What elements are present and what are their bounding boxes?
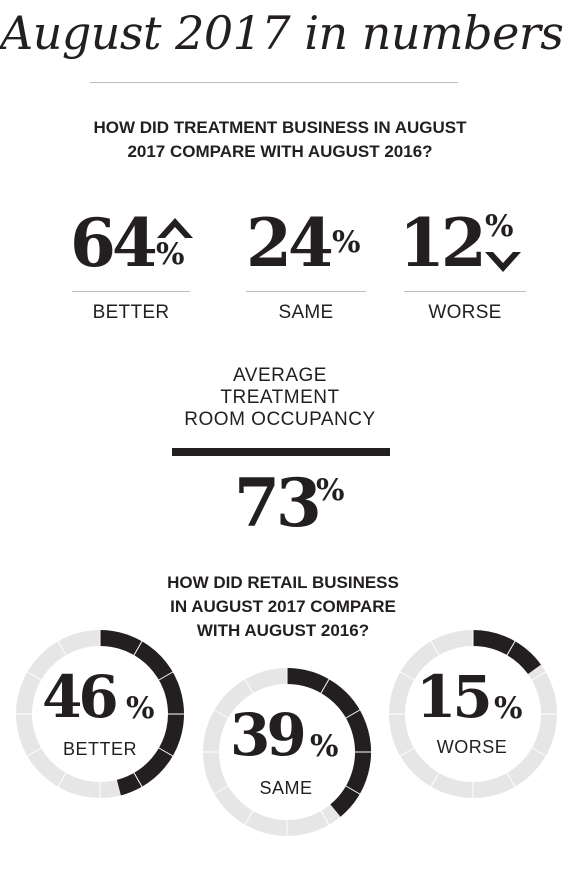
- retail-same-label: SAME: [259, 778, 313, 798]
- retail-better-ring-tick: [157, 671, 174, 681]
- treatment-better-underline: [72, 291, 190, 292]
- retail-question-line-1: HOW DID RETAIL BUSINESS: [167, 573, 399, 592]
- treatment-question-line-1: HOW DID TREATMENT BUSINESS IN AUGUST: [93, 118, 467, 137]
- occupancy-percent: %: [316, 473, 345, 508]
- treatment-worse-underline: [404, 291, 526, 292]
- arrow-up-icon: [157, 218, 193, 238]
- treatment-same-percent: %: [332, 225, 361, 260]
- treatment-better-value: 64: [70, 204, 158, 282]
- retail-worse-ring-tick: [430, 771, 440, 788]
- treatment-same-value: 24: [246, 204, 334, 282]
- retail-same-ring-tick: [344, 709, 361, 719]
- retail-worse-ring-tick: [506, 640, 516, 657]
- retail-better-value: 46: [42, 663, 119, 731]
- retail-same-ring-tick: [344, 785, 361, 795]
- page-title: August 2017 in numbers: [0, 6, 564, 60]
- retail-worse-value: 15: [416, 663, 493, 731]
- retail-better-ring-tick: [57, 640, 67, 657]
- treatment-better-label: BETTER: [92, 302, 170, 323]
- occupancy-bar: [172, 448, 390, 456]
- retail-question: HOW DID RETAIL BUSINESS IN AUGUST 2017 C…: [0, 571, 566, 643]
- occupancy-value: 73: [234, 464, 322, 542]
- treatment-question-line-2: 2017 COMPARE WITH AUGUST 2016?: [127, 142, 433, 161]
- retail-same-ring-tick: [320, 678, 330, 695]
- retail-worse-label: WORSE: [436, 737, 508, 757]
- arrow-down-icon: [485, 252, 521, 272]
- treatment-worse-value: 12: [399, 204, 487, 282]
- title-divider: [90, 82, 458, 83]
- retail-worse-ring-tick: [399, 671, 416, 681]
- treatment-same-underline: [246, 291, 366, 292]
- occupancy-title-line-3: ROOM OCCUPANCY: [184, 409, 376, 430]
- retail-worse-ring-arc: [472, 630, 541, 675]
- retail-better-ring-arc: [99, 630, 184, 796]
- retail-same-ring-tick: [213, 785, 230, 795]
- treatment-worse-percent: %: [485, 209, 514, 244]
- retail-same-value: 39: [230, 701, 307, 769]
- retail-worse-ring-tick: [430, 640, 440, 657]
- retail-question-line-2: IN AUGUST 2017 COMPARE: [170, 597, 396, 616]
- retail-same-ring-tick: [244, 809, 254, 826]
- treatment-question: HOW DID TREATMENT BUSINESS IN AUGUST 201…: [0, 116, 560, 164]
- retail-same-ring-tick: [244, 678, 254, 695]
- retail-worse-percent: %: [494, 691, 523, 726]
- retail-donut-chart: [15, 629, 558, 837]
- treatment-same-label: SAME: [278, 302, 334, 323]
- retail-better-percent: %: [126, 691, 155, 726]
- retail-better-ring-tick: [57, 771, 67, 788]
- retail-same-ring-tick: [213, 709, 230, 719]
- retail-worse-ring-tick: [530, 747, 547, 757]
- retail-better-ring-tick: [26, 671, 43, 681]
- treatment-worse-label: WORSE: [428, 302, 502, 323]
- retail-better-ring-tick: [26, 747, 43, 757]
- treatment-better-percent: %: [156, 237, 185, 272]
- retail-worse-ring-tick: [399, 747, 416, 757]
- retail-worse-ring-tick: [530, 671, 547, 681]
- retail-better-ring-tick: [133, 640, 143, 657]
- retail-same-percent: %: [310, 729, 339, 764]
- retail-same-ring-tick: [320, 809, 330, 826]
- retail-better-ring-tick: [133, 771, 143, 788]
- retail-question-line-3: WITH AUGUST 2016?: [196, 621, 370, 640]
- occupancy-title-line-2: TREATMENT: [220, 387, 340, 408]
- occupancy-title: AVERAGE TREATMENT ROOM OCCUPANCY: [130, 365, 430, 431]
- retail-same-ring-arc: [286, 668, 371, 817]
- retail-better-ring-tick: [157, 747, 174, 757]
- retail-worse-ring-tick: [506, 771, 516, 788]
- retail-better-label: BETTER: [62, 739, 137, 759]
- occupancy-title-line-1: AVERAGE: [233, 365, 327, 386]
